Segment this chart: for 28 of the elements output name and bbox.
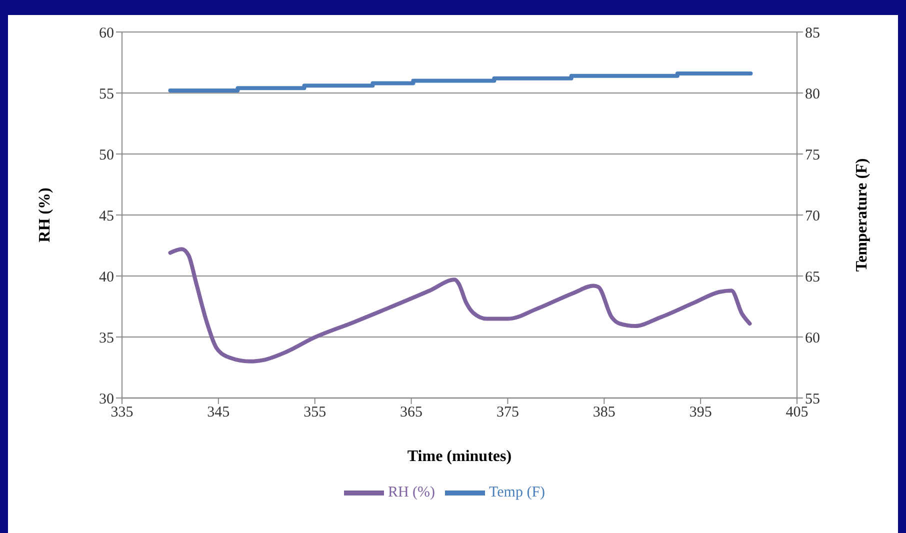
y-tick-label: 60 [99, 25, 114, 42]
x-tick-label: 375 [496, 404, 519, 421]
y-tick-label: 35 [99, 330, 114, 346]
y2-tick-label: 55 [805, 391, 820, 408]
y-tick-label: 30 [99, 391, 114, 408]
y-axis-title: RH (%) [36, 188, 54, 242]
y2-tick-label: 70 [805, 208, 820, 224]
x-tick-label: 345 [207, 404, 230, 421]
legend-label: RH (%) [388, 484, 436, 500]
y2-axis-title: Temperature (F) [854, 158, 871, 272]
y-tick-label: 50 [99, 147, 114, 164]
x-tick-label: 355 [304, 404, 326, 421]
y2-tick-label: 65 [805, 269, 820, 286]
y-tick-label: 45 [99, 208, 114, 224]
y2-tick-label: 75 [805, 147, 820, 164]
x-tick-label: 395 [689, 404, 712, 421]
y2-tick-label: 60 [805, 330, 820, 346]
y-tick-label: 40 [99, 269, 114, 286]
y2-tick-label: 85 [805, 25, 820, 42]
line-series [168, 247, 752, 364]
x-tick-label: 385 [592, 404, 616, 421]
y2-tick-label: 80 [805, 86, 820, 102]
x-axis-title: Time (minutes) [407, 448, 512, 465]
x-tick-label: 405 [786, 404, 808, 421]
y-tick-label: 55 [99, 86, 114, 102]
legend-label: Temp (F) [489, 484, 546, 500]
x-tick-label: 365 [400, 404, 423, 421]
x-tick-label: 335 [110, 404, 134, 421]
